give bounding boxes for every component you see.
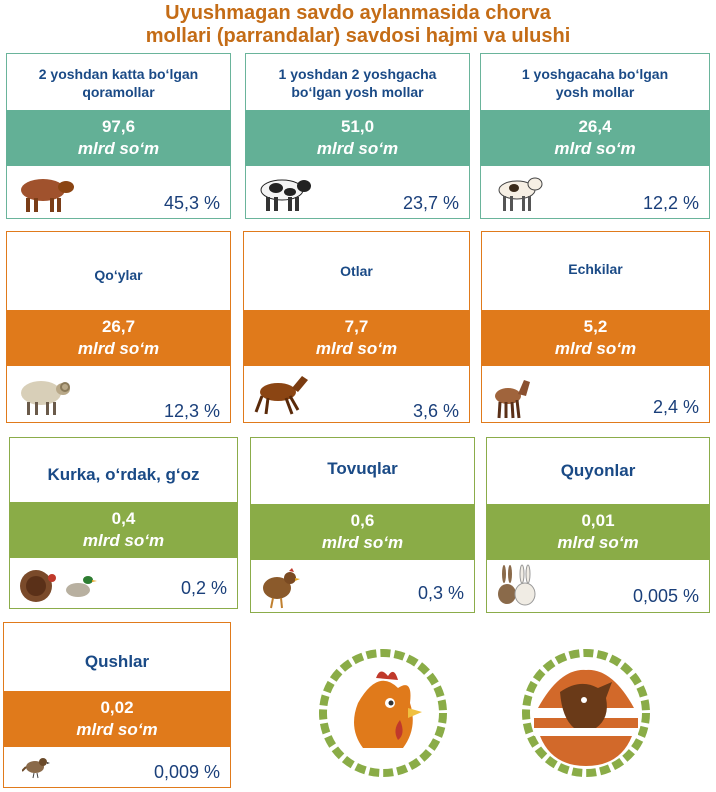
sparrow-icon [22,758,50,779]
card-birds: Qushlar 0,02 mlrd so‘m 0,009 % [3,622,231,788]
card-chickens: Tovuqlar 0,6 mlrd so‘m 0,3 % [250,437,475,613]
value: 51,0 [340,117,375,136]
unit: mlrd so‘m [77,339,160,358]
cattle-logo [522,649,650,777]
unit: mlrd so‘m [554,339,637,358]
value-band: 0,02 mlrd so‘m [3,691,231,747]
percent: 2,4 % [652,397,699,417]
card-label: Qo‘ylar [94,267,143,283]
value-band: 0,4 mlrd so‘m [9,502,238,558]
card-calves: 1 yoshgacaha bo‘lgan yosh mollar 26,4 ml… [480,53,710,219]
value: 97,6 [101,117,136,136]
percent: 0,2 % [180,578,227,598]
value-band: 97,6 mlrd so‘m [6,110,231,166]
percent: 0,009 % [153,762,220,782]
card-label: Kurka, o‘rdak, g‘oz [47,465,200,484]
title-line-2: mollari (parrandalar) savdosi hajmi va u… [145,25,571,47]
percent: 12,3 % [163,401,220,421]
value: 26,4 [578,117,612,136]
percent: 12,2 % [642,193,699,213]
rooster-logo [319,649,447,777]
value: 7,7 [344,317,369,336]
value-band: 7,7 mlrd so‘m [243,310,470,366]
card-label: Echkilar [568,261,623,277]
unit: mlrd so‘m [554,139,636,158]
percent: 23,7 % [402,193,459,213]
value-band: 5,2 mlrd so‘m [481,310,710,366]
card-young-cattle: 1 yoshdan 2 yoshgacha bo‘lgan yosh molla… [245,53,470,219]
percent: 0,3 % [417,583,464,603]
unit: mlrd so‘m [315,339,398,358]
card-label: Qushlar [84,652,150,671]
sheep-icon [21,381,70,415]
rabbit-icon [498,564,536,606]
value: 0,4 [111,509,136,528]
unit: mlrd so‘m [321,533,404,552]
value: 0,6 [350,511,375,530]
title-line-1: Uyushmagan savdo aylanmasida chorva [165,2,551,24]
percent: 3,6 % [412,401,459,421]
value-band: 0,6 mlrd so‘m [250,504,475,560]
calf-icon [498,177,543,211]
goat-icon [495,380,530,419]
unit: mlrd so‘m [76,720,158,739]
value-band: 26,4 mlrd so‘m [480,110,710,166]
value-band: 0,01 mlrd so‘m [486,504,710,560]
page-title: Uyushmagan savdo aylanmasida chorva moll… [0,2,716,48]
card-goats: Echkilar 5,2 mlrd so‘m 2,4 % [481,231,710,423]
value: 26,7 [101,317,136,336]
bull-icon [21,179,74,212]
value: 0,02 [100,698,134,717]
card-horses: Otlar 7,7 mlrd so‘m 3,6 % [243,231,470,423]
card-cattle-adult: 2 yoshdan katta bo‘lgan qoramollar 97,6 … [6,53,231,219]
card-poultry-mixed: Kurka, o‘rdak, g‘oz 0,4 mlrd so‘m 0,2 % [9,437,238,609]
unit: mlrd so‘m [77,139,160,158]
card-sheep: Qo‘ylar 26,7 mlrd so‘m 12,3 % [6,231,231,423]
horse-icon [254,376,308,415]
turkey-duck-icon [20,570,97,602]
percent: 45,3 % [163,193,220,213]
value-band: 26,7 mlrd so‘m [6,310,231,366]
card-label: 1 yoshdan 2 yoshgacha bo‘lgan yosh molla… [278,66,437,100]
hen-icon [263,568,300,609]
value: 5,2 [583,317,608,336]
value-band: 51,0 mlrd so‘m [245,110,470,166]
percent: 0,005 % [632,586,699,606]
unit: mlrd so‘m [82,531,165,550]
card-label: 1 yoshgacaha bo‘lgan yosh mollar [521,66,669,100]
unit: mlrd so‘m [316,139,399,158]
card-label: Otlar [340,263,373,279]
card-label: 2 yoshdan katta bo‘lgan qoramollar [38,66,199,100]
value: 0,01 [581,511,615,530]
card-label: Tovuqlar [327,459,398,478]
card-rabbits: Quyonlar 0,01 mlrd so‘m 0,005 % [486,437,710,613]
unit: mlrd so‘m [557,533,639,552]
card-label: Quyonlar [560,461,636,480]
cow-icon [260,179,311,211]
